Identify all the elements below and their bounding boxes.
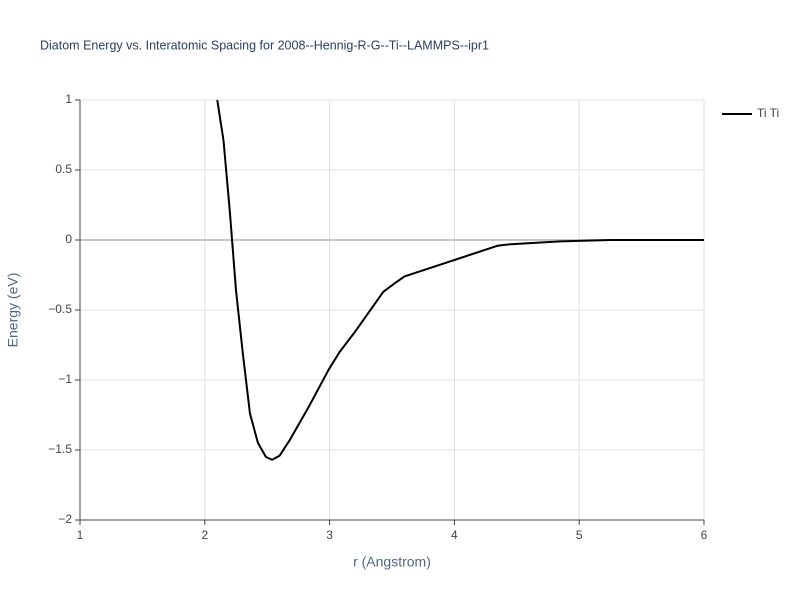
y-tick-label: −0.5 xyxy=(48,302,72,316)
x-tick-label: 4 xyxy=(451,528,458,542)
y-tick-label: −1 xyxy=(58,372,72,386)
y-tick-label: 0.5 xyxy=(55,162,72,176)
x-tick-label: 5 xyxy=(576,528,583,542)
line xyxy=(216,99,704,461)
x-axis-title: r (Angstrom) xyxy=(353,554,431,570)
legend-label: Ti Ti xyxy=(757,106,779,120)
chart-title: Diatom Energy vs. Interatomic Spacing fo… xyxy=(40,38,489,52)
y-tick-label: −1.5 xyxy=(48,442,72,456)
y-tick-label: 1 xyxy=(65,92,72,106)
y-tick-label: 0 xyxy=(65,232,72,246)
x-tick-label: 6 xyxy=(701,528,708,542)
y-axis-title: Energy (eV) xyxy=(5,273,21,348)
x-tick-label: 2 xyxy=(201,528,208,542)
x-tick-label: 3 xyxy=(326,528,333,542)
y-tick-label: −2 xyxy=(58,512,72,526)
x-tick-label: 1 xyxy=(77,528,84,542)
